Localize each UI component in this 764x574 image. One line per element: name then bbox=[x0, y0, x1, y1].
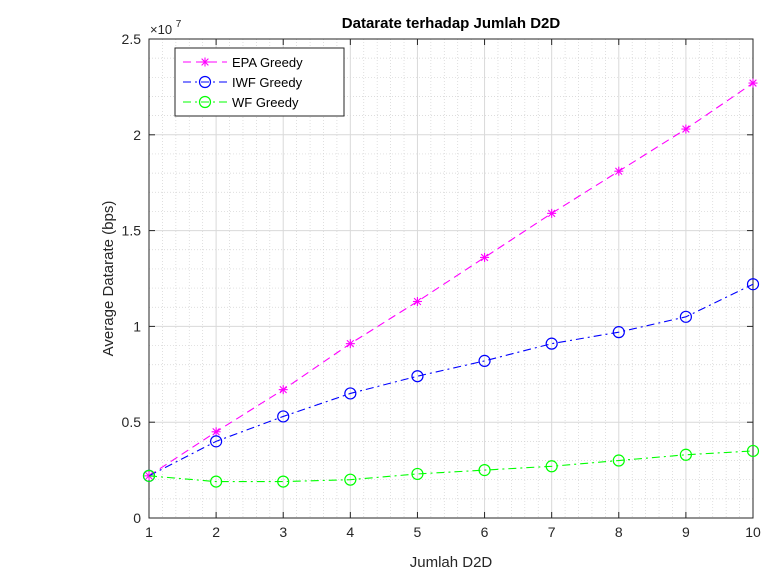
legend: EPA Greedy IWF Greedy WF Greedy bbox=[174, 47, 345, 117]
data-point bbox=[277, 410, 290, 423]
legend-entry: WF Greedy bbox=[183, 95, 299, 110]
data-point bbox=[480, 252, 490, 262]
data-point bbox=[278, 385, 288, 395]
legend-label: WF Greedy bbox=[232, 95, 299, 110]
data-point bbox=[748, 78, 758, 88]
data-point bbox=[344, 473, 357, 486]
x-tick-label: 3 bbox=[279, 524, 287, 540]
series-1 bbox=[142, 278, 760, 482]
data-point bbox=[210, 475, 223, 488]
legend-entry: EPA Greedy bbox=[183, 55, 303, 70]
series-line bbox=[148, 82, 754, 477]
data-point bbox=[545, 337, 558, 350]
asterisk-stroke bbox=[547, 209, 556, 218]
series-line bbox=[148, 283, 754, 477]
y-axis-label: Average Datarate (bps) bbox=[100, 201, 117, 357]
data-point bbox=[345, 339, 355, 349]
x-tick-label: 9 bbox=[682, 524, 690, 540]
x-tick-label: 7 bbox=[548, 524, 556, 540]
series-0 bbox=[144, 78, 758, 481]
data-point bbox=[545, 460, 558, 473]
legend-marker bbox=[198, 95, 212, 109]
chart-title: Datarate terhadap Jumlah D2D bbox=[342, 15, 561, 32]
y-tick-label: 0 bbox=[133, 510, 141, 526]
legend-marker bbox=[200, 57, 210, 67]
asterisk-stroke bbox=[682, 125, 690, 133]
data-point bbox=[614, 166, 624, 176]
x-tick-label: 6 bbox=[481, 524, 489, 540]
data-point bbox=[412, 296, 422, 306]
data-point bbox=[612, 326, 625, 339]
y-exponent-power: 7 bbox=[176, 19, 182, 30]
legend-label: EPA Greedy bbox=[232, 55, 303, 70]
x-tick-label: 8 bbox=[615, 524, 623, 540]
series-2 bbox=[142, 444, 760, 488]
series-line bbox=[148, 450, 754, 483]
data-point bbox=[411, 467, 424, 481]
legend-label: IWF Greedy bbox=[232, 75, 303, 90]
x-tick-label: 5 bbox=[414, 524, 422, 540]
asterisk-stroke bbox=[749, 79, 757, 87]
asterisk-stroke bbox=[279, 385, 287, 394]
y-tick-label: 2 bbox=[133, 127, 141, 143]
data-point bbox=[478, 464, 491, 477]
data-point bbox=[679, 310, 692, 323]
data-point bbox=[478, 354, 491, 367]
data-point bbox=[142, 469, 156, 482]
asterisk-stroke bbox=[413, 297, 422, 306]
y-exponent-base: ×10 bbox=[150, 22, 172, 37]
data-point bbox=[679, 448, 692, 461]
data-point bbox=[746, 278, 760, 291]
y-exponent-label: ×10 7 bbox=[150, 19, 182, 37]
data-point bbox=[211, 427, 221, 437]
x-tick-label: 4 bbox=[346, 524, 354, 540]
y-tick-label: 1 bbox=[133, 318, 141, 334]
legend-marker bbox=[198, 75, 212, 89]
data-point bbox=[277, 475, 290, 488]
data-point bbox=[411, 370, 424, 383]
series-group bbox=[142, 78, 760, 488]
y-tick-label: 2.5 bbox=[122, 31, 142, 47]
y-tick-label: 1.5 bbox=[122, 223, 142, 239]
data-point bbox=[210, 435, 223, 448]
x-tick-label: 1 bbox=[145, 524, 153, 540]
plot-background bbox=[149, 39, 753, 518]
x-tick-label: 2 bbox=[212, 524, 220, 540]
asterisk-stroke bbox=[201, 58, 209, 66]
data-point bbox=[344, 387, 357, 400]
data-point bbox=[746, 444, 760, 458]
data-point bbox=[612, 454, 625, 467]
y-tick-label: 0.5 bbox=[122, 414, 142, 430]
asterisk-stroke bbox=[212, 428, 220, 436]
data-point bbox=[547, 208, 557, 218]
x-axis-label: Jumlah D2D bbox=[410, 554, 493, 571]
asterisk-stroke bbox=[346, 339, 355, 348]
data-point bbox=[681, 124, 691, 134]
legend-entry: IWF Greedy bbox=[183, 75, 303, 90]
asterisk-stroke bbox=[480, 253, 489, 262]
x-tick-label: 10 bbox=[745, 524, 761, 540]
asterisk-stroke bbox=[615, 167, 623, 175]
